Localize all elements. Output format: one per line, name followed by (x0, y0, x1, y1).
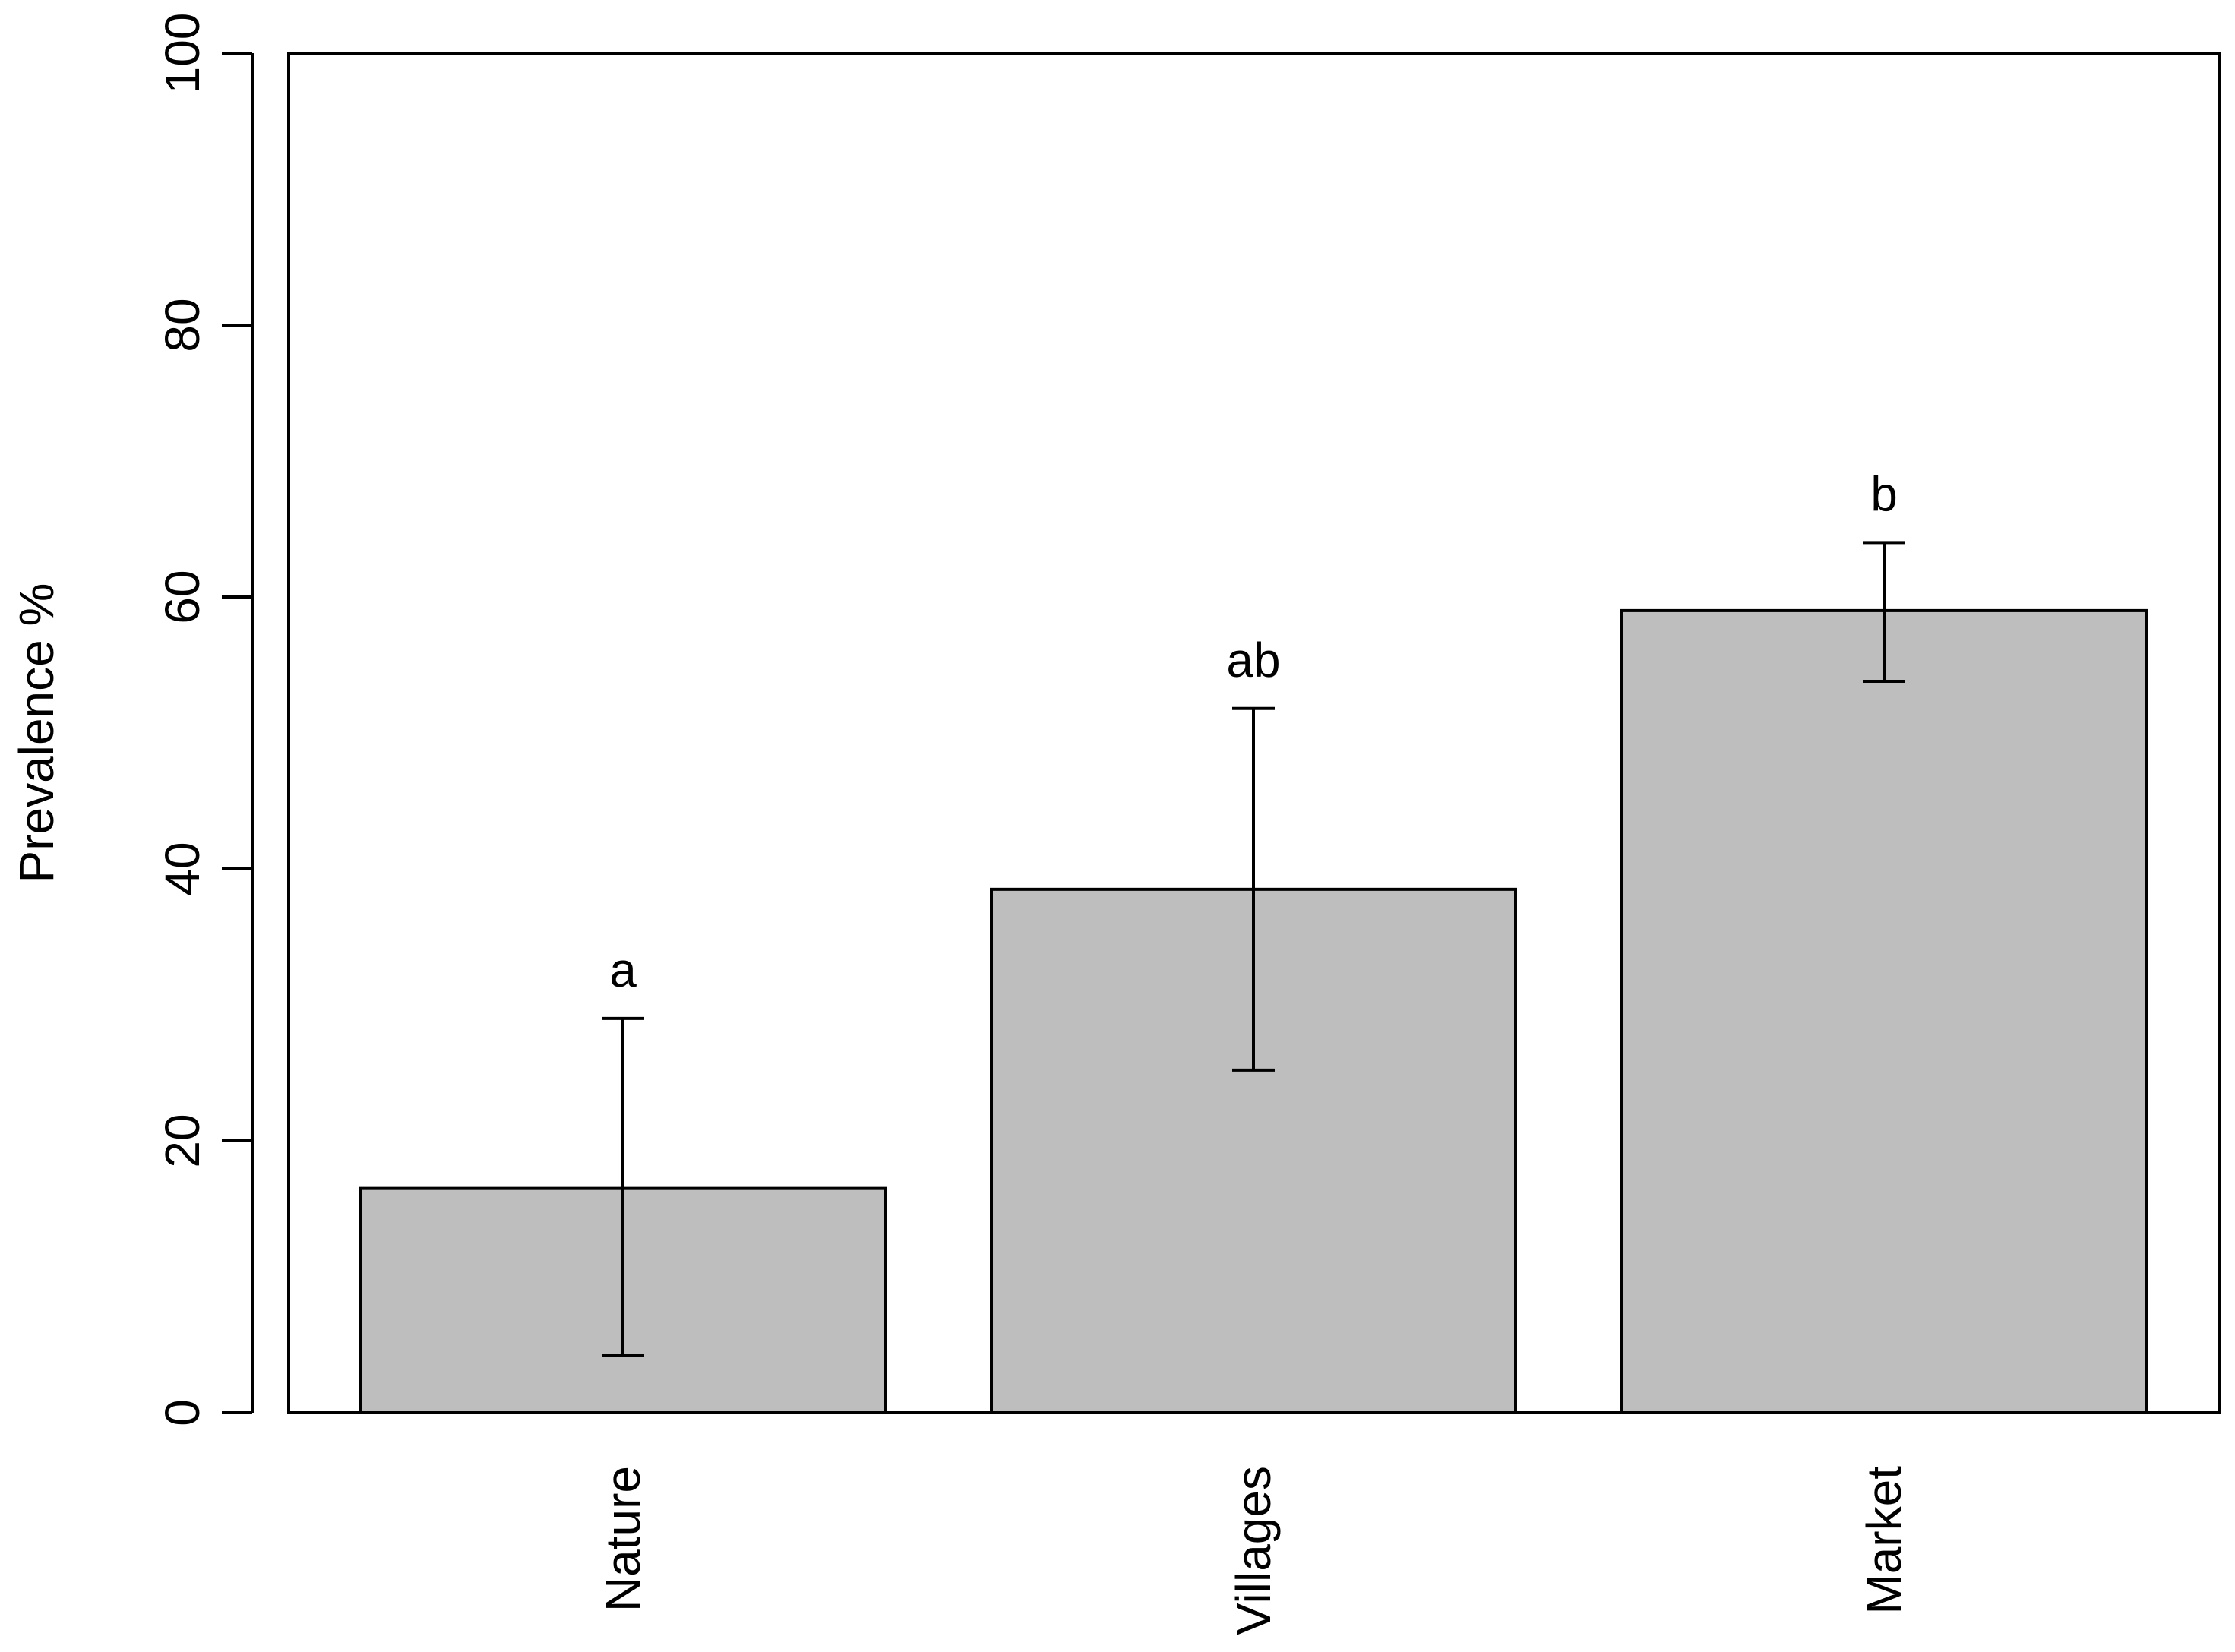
bars: a ab b (359, 466, 2148, 1415)
x-tick-label-market: Market (1857, 1466, 1911, 1615)
y-ticks: 0 20 40 60 80 100 (155, 13, 252, 1426)
x-tick-labels: Nature Villages Market (596, 1466, 1911, 1635)
y-tick-label-80: 80 (155, 298, 210, 352)
significance-letter-market: b (1870, 466, 1898, 521)
y-tick-label-100: 100 (155, 13, 210, 94)
y-tick-label-0: 0 (155, 1399, 210, 1426)
y-tick-label-20: 20 (155, 1113, 210, 1167)
y-tick-label-60: 60 (155, 570, 210, 624)
significance-letter-villages: ab (1226, 633, 1280, 687)
x-tick-label-nature: Nature (596, 1466, 650, 1612)
x-tick-label-villages: Villages (1226, 1466, 1281, 1635)
bar-market (1620, 608, 2148, 1414)
y-axis-label: Prevalence % (9, 583, 64, 883)
y-tick-label-40: 40 (155, 842, 210, 895)
significance-letter-nature: a (609, 943, 637, 997)
